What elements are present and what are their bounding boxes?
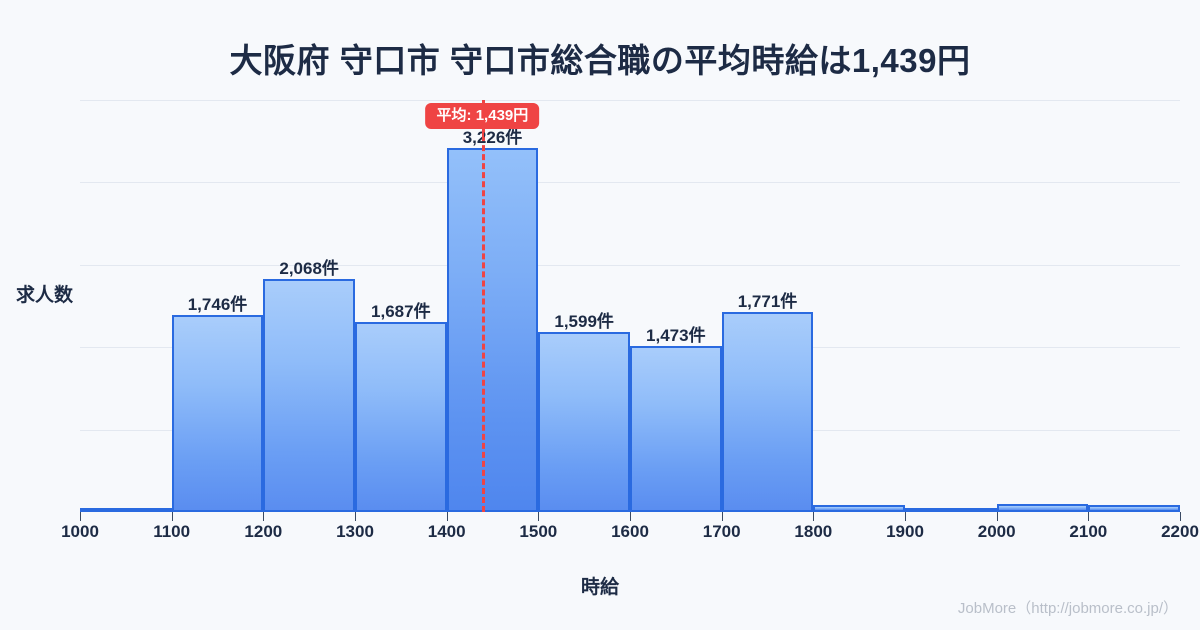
- plot-area: [80, 100, 1180, 512]
- bar-value-label: 1,599件: [554, 311, 614, 331]
- page-title: 大阪府 守口市 守口市総合職の平均時給は1,439円: [229, 42, 971, 79]
- x-axis-tick: [355, 512, 356, 521]
- bar-value-label: 2,068件: [279, 258, 339, 278]
- x-axis-tick: [538, 512, 540, 521]
- histogram-bar[interactable]: [80, 508, 172, 512]
- x-axis-tick: [721, 512, 723, 521]
- histogram-bar[interactable]: [1088, 505, 1180, 512]
- x-axis-tick: [813, 512, 815, 521]
- average-badge: 平均: 1,439円: [425, 103, 540, 130]
- x-axis-tick-label: 2100: [1069, 522, 1108, 541]
- x-axis-tick: [1088, 512, 1090, 521]
- x-axis-tick-label: 1700: [702, 522, 741, 541]
- x-axis-tick: [1180, 512, 1181, 521]
- x-axis-tick-label: 1300: [336, 522, 374, 541]
- gridline: [80, 182, 1180, 184]
- bar-value-label: 1,473件: [646, 325, 706, 345]
- y-axis-label: 求人数: [16, 285, 74, 306]
- bar-value-label: 1,771件: [737, 292, 798, 312]
- gridline: [80, 264, 1180, 266]
- gridline: [80, 100, 1180, 101]
- x-axis-tick-label: 1900: [886, 522, 924, 541]
- x-axis-tick: [630, 512, 631, 521]
- x-axis-tick-label: 2200: [1161, 522, 1199, 541]
- x-axis-tick: [446, 512, 448, 521]
- histogram-bar[interactable]: [996, 504, 1089, 512]
- histogram-bar[interactable]: [446, 147, 539, 512]
- x-axis-tick: [171, 512, 173, 521]
- histogram-bar[interactable]: [538, 331, 630, 512]
- histogram-bar[interactable]: [171, 314, 264, 512]
- x-axis-tick-label: 1600: [611, 522, 649, 541]
- histogram-bar[interactable]: [721, 312, 814, 512]
- x-axis-tick-label: 1800: [794, 522, 833, 541]
- x-axis-tick: [80, 512, 81, 521]
- bar-value-label: 3,226件: [462, 127, 523, 147]
- bars-layer: [80, 100, 1180, 512]
- histogram-bar[interactable]: [905, 508, 997, 512]
- watermark: JobMore（http://jobmore.co.jp/）: [957, 600, 1178, 617]
- histogram-bar[interactable]: [355, 321, 447, 512]
- bar-value-label: 1,746件: [187, 294, 248, 314]
- x-axis-label: 時給: [580, 577, 619, 598]
- x-axis-tick: [263, 512, 265, 521]
- x-axis-tick: [996, 512, 998, 521]
- x-axis-tick-label: 1400: [427, 522, 466, 541]
- x-axis-tick-label: 1100: [153, 522, 191, 541]
- bar-value-label: 1,687件: [371, 301, 431, 321]
- average-badge-stem: [482, 127, 485, 141]
- x-axis-tick-label: 2000: [977, 522, 1016, 541]
- histogram-bar[interactable]: [630, 345, 722, 512]
- average-line: [482, 100, 486, 512]
- x-axis-tick-label: 1200: [244, 522, 283, 541]
- x-axis-tick-label: 1000: [61, 522, 99, 541]
- histogram-bar[interactable]: [813, 505, 905, 512]
- x-axis-tick: [905, 512, 906, 521]
- histogram-bar[interactable]: [263, 278, 355, 512]
- x-axis-tick-label: 1500: [519, 522, 558, 541]
